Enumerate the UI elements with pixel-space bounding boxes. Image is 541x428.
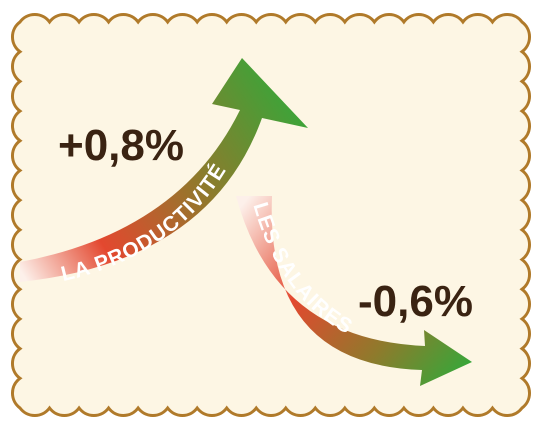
change-value: -0,6% (358, 277, 473, 326)
productivity-arrow (20, 58, 308, 282)
wages-arrow (236, 196, 472, 386)
change-value: +0,8% (58, 121, 184, 170)
